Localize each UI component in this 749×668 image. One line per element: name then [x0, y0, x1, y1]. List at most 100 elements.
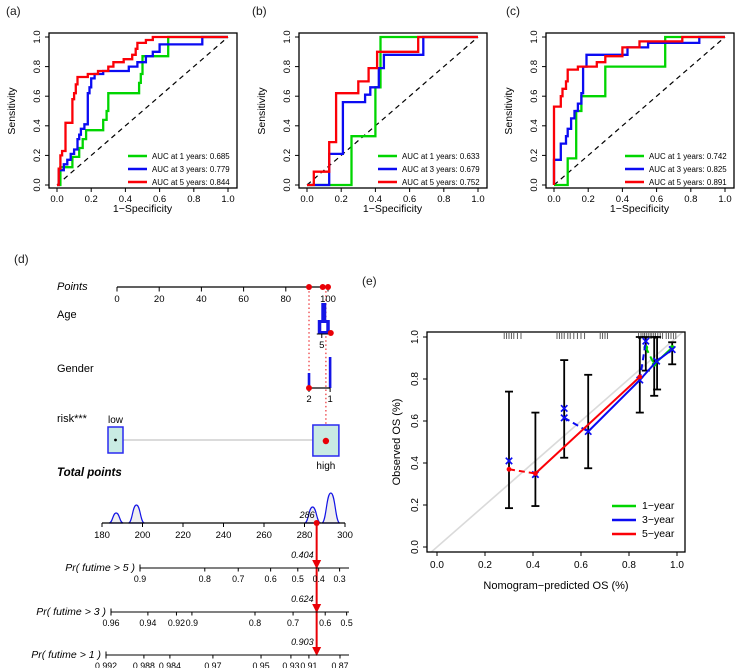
x-axis-label: 1−Specificity — [363, 203, 423, 215]
calibration-line-3-year — [587, 379, 641, 433]
y-tick-label: 1.0 — [529, 30, 540, 43]
roc-curve-3-years — [57, 35, 228, 187]
pr-tick-label: 0.94 — [139, 618, 156, 628]
pr-tick-label: 0.97 — [204, 661, 221, 668]
y-tick-label: 0.8 — [410, 372, 421, 386]
reference-diagonal — [553, 36, 726, 186]
y-tick-label: 0.0 — [410, 540, 421, 554]
points-tick-label: 40 — [196, 294, 207, 305]
roc-curve-1-years — [307, 35, 478, 187]
row-label-pr: Pr( futime > 3 ) — [36, 606, 106, 618]
x-tick-label: 0.6 — [403, 194, 416, 205]
row-label-risk: risk*** — [57, 413, 88, 425]
pr-tick-label: 0.93 — [282, 661, 299, 668]
x-axis-label: 1−Specificity — [610, 203, 670, 215]
y-tick-label: 0.2 — [529, 149, 540, 162]
pr-tick-label: 0.91 — [300, 661, 317, 668]
pr-tick-label: 0.87 — [331, 661, 348, 668]
roc-curve-5-years — [552, 35, 725, 185]
pr-tick-label: 0.984 — [159, 661, 181, 668]
y-tick-label: 0.8 — [282, 60, 293, 73]
legend-label: AUC at 5 years: 0.752 — [402, 178, 480, 187]
total-points-tick-label: 180 — [94, 530, 110, 541]
row-label-pr: Pr( futime > 5 ) — [65, 562, 135, 574]
marker-dot-5-year — [506, 466, 512, 472]
total-points-tick-label: 300 — [337, 530, 353, 541]
pr-tick-label: 0.9 — [134, 574, 146, 584]
pr-tick-label: 0.4 — [313, 574, 325, 584]
total-points-density-peak — [108, 512, 124, 524]
total-points-value: 286 — [299, 510, 315, 520]
age-tick-label: 5 — [319, 340, 324, 351]
x-tick-label: 0.4 — [616, 194, 629, 205]
points-tick-label: 20 — [154, 294, 165, 305]
legend-label: 1−year — [642, 500, 675, 512]
y-tick-label: 0.4 — [282, 119, 293, 132]
gender-spike-2 — [307, 373, 311, 388]
panel-label-e: (e) — [362, 274, 377, 288]
x-tick-label: 0.2 — [335, 194, 348, 205]
gender-tick-1: 1 — [327, 394, 332, 405]
pr-tick-label: 0.7 — [287, 618, 299, 628]
legend-label: AUC at 1 years: 0.685 — [152, 152, 230, 161]
legend-label: AUC at 3 years: 0.679 — [402, 165, 480, 174]
marker-dot-5-year — [533, 471, 538, 476]
x-tick-label: 0.8 — [684, 194, 697, 205]
x-axis-label: 1−Specificity — [113, 203, 173, 215]
roc-panel-c: 0.0 0.0 0.2 0.2 0.4 0.4 0.6 0.6 0.8 0.8 1.0 1.0 AUC … — [503, 30, 735, 215]
panel-label-a: (a) — [6, 4, 21, 18]
gender-spike-1 — [328, 357, 332, 388]
row-label-gender: Gender — [57, 363, 94, 375]
panel-label-d: (d) — [14, 252, 29, 266]
marker-x-3-year — [560, 404, 569, 413]
roc-panel-b: 0.0 0.0 0.2 0.2 0.4 0.4 0.6 0.6 0.8 0.8 1.0 1.0 AUC … — [256, 30, 488, 215]
row-label-pr: Pr( futime > 1 ) — [31, 649, 101, 661]
y-tick-label: 0.2 — [32, 149, 43, 162]
x-tick-label: 0.6 — [650, 194, 663, 205]
points-tick-label: 100 — [320, 294, 336, 305]
roc-curve-5-years — [307, 35, 478, 187]
y-tick-label: 0.4 — [529, 119, 540, 132]
y-tick-label: 0.0 — [529, 178, 540, 191]
x-tick-label: 0.8 — [622, 560, 636, 571]
points-red-dot — [325, 284, 331, 290]
legend-label: 3−year — [642, 514, 675, 526]
pr-predicted-value: 0.624 — [291, 594, 314, 604]
points-tick-label: 80 — [281, 294, 292, 305]
y-tick-label: 0.6 — [529, 90, 540, 103]
x-tick-label: 1.0 — [471, 194, 484, 205]
x-tick-label: 0.4 — [119, 194, 132, 205]
y-axis-label: Sensitivity — [503, 87, 515, 135]
risk-low-dot — [114, 438, 117, 442]
age-red-dot — [327, 330, 334, 336]
x-tick-label: 0.0 — [547, 194, 560, 205]
roc-panel-a: 0.0 0.0 0.2 0.2 0.4 0.4 0.6 0.6 0.8 0.8 1.0 1.0 AUC … — [6, 30, 238, 215]
points-tick-label: 0 — [114, 294, 119, 305]
x-tick-label: 0.0 — [50, 194, 63, 205]
marker-x-3-year — [560, 414, 569, 422]
row-label-points: Points — [57, 281, 88, 293]
age-boxplot-box — [320, 322, 328, 332]
y-tick-label: 0.2 — [282, 149, 293, 162]
pr-tick-label: 0.92 — [168, 618, 185, 628]
y-tick-label: 0.8 — [32, 60, 43, 73]
roc-curve-3-years — [552, 35, 725, 185]
y-tick-label: 1.0 — [282, 30, 293, 43]
y-tick-label: 0.0 — [282, 178, 293, 191]
pr-tick-label: 0.96 — [102, 618, 119, 628]
total-points-tick-label: 280 — [297, 530, 313, 541]
legend-label: AUC at 5 years: 0.844 — [152, 178, 230, 187]
x-tick-label: 1.0 — [670, 560, 684, 571]
reference-diagonal — [56, 36, 229, 186]
gender-tick-2: 2 — [306, 394, 311, 405]
y-tick-label: 0.2 — [410, 498, 421, 512]
risk-low-label: low — [108, 415, 124, 426]
plot-box — [426, 331, 686, 553]
pr-tick-label: 0.8 — [249, 618, 261, 628]
pr-tick-label: 0.6 — [319, 618, 331, 628]
y-tick-label: 0.4 — [32, 119, 43, 132]
prediction-arrowhead — [312, 604, 322, 613]
x-tick-label: 0.8 — [437, 194, 450, 205]
total-points-tick-label: 240 — [216, 530, 232, 541]
calibration-line-3-year — [563, 416, 589, 433]
